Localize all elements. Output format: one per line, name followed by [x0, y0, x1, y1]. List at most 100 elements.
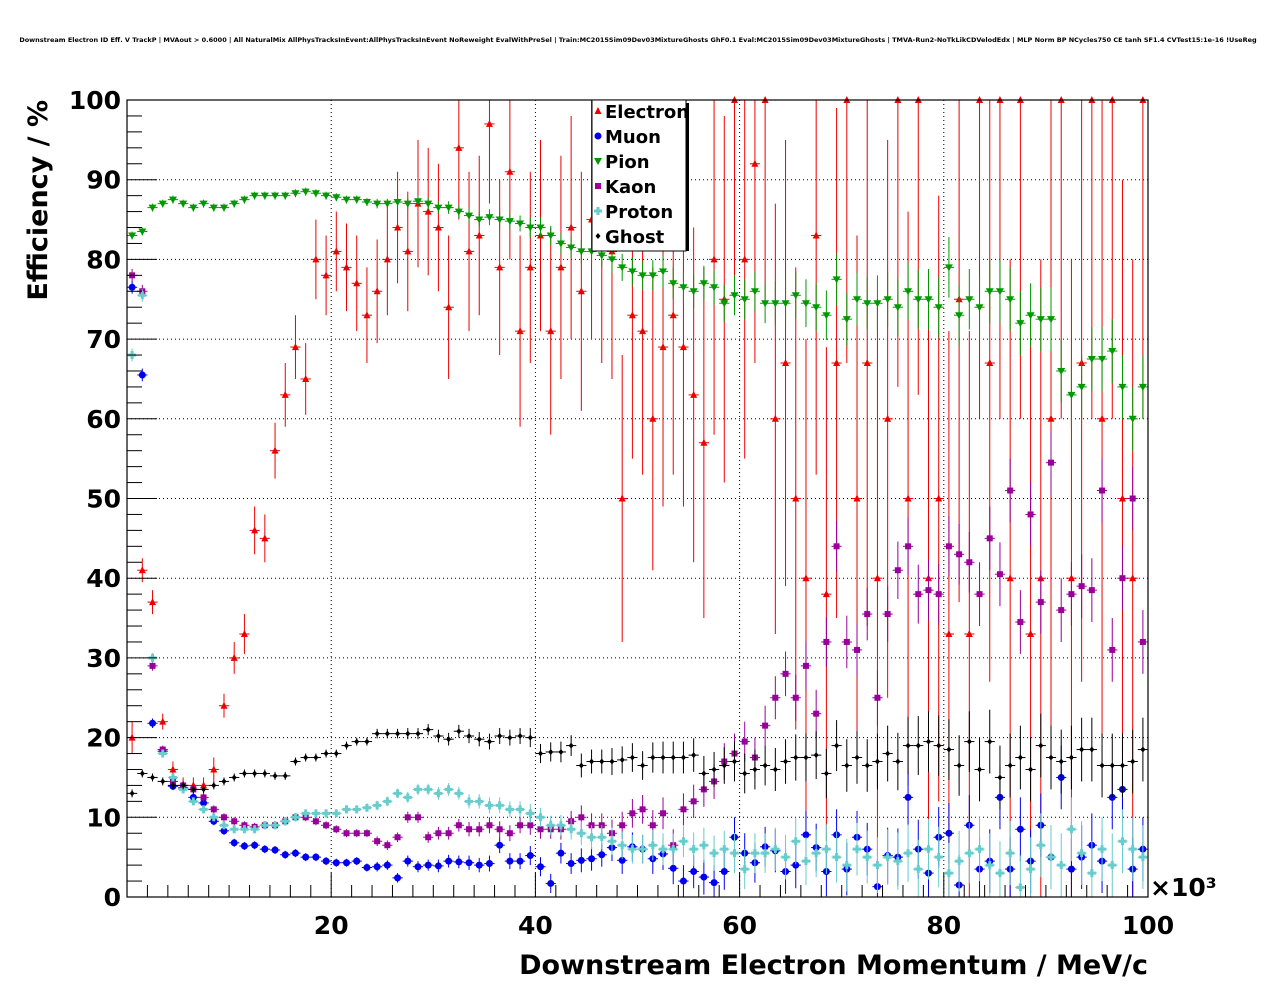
- ghost-point: [895, 758, 901, 765]
- electron-point: [149, 598, 157, 606]
- muon-point: [475, 861, 483, 869]
- ghost-point: [1028, 766, 1034, 773]
- kaon-point: [517, 822, 524, 829]
- ghost-point: [803, 754, 809, 761]
- pion-point: [975, 304, 984, 312]
- pion-point: [679, 284, 688, 292]
- series-pion: [127, 187, 1148, 451]
- electron-point: [322, 271, 330, 279]
- ghost-point: [1007, 762, 1013, 769]
- electron-point: [261, 534, 269, 542]
- muon-point: [547, 879, 555, 887]
- proton-point: [454, 789, 463, 798]
- ghost-point: [354, 738, 360, 745]
- pion-point: [965, 296, 974, 304]
- electron-point: [281, 390, 289, 398]
- proton-point: [965, 849, 974, 858]
- muon-point: [526, 852, 534, 860]
- legend-label-pion: Pion: [605, 152, 650, 173]
- muon-point: [404, 857, 412, 865]
- y-tick-label: 50: [86, 485, 121, 514]
- ghost-point: [1038, 742, 1044, 749]
- proton-point: [260, 821, 269, 830]
- electron-point: [884, 414, 892, 422]
- proton-point: [914, 865, 923, 874]
- series-proton: [127, 288, 1148, 897]
- pion-point: [853, 296, 862, 304]
- series-muon: [127, 280, 1148, 897]
- ghost-point: [823, 770, 829, 777]
- proton-point: [567, 825, 576, 834]
- proton-point: [301, 809, 310, 818]
- ghost-point: [425, 726, 431, 733]
- kaon-point: [231, 818, 238, 825]
- muon-point: [945, 829, 953, 837]
- muon-point: [710, 879, 718, 887]
- ghost-point: [384, 730, 390, 737]
- ghost-point: [1089, 746, 1095, 753]
- kaon-point: [578, 814, 585, 821]
- electron-point: [291, 343, 299, 351]
- pion-point: [1077, 383, 1086, 391]
- muon-point: [496, 841, 504, 849]
- ghost-point: [435, 733, 441, 740]
- proton-point: [1067, 825, 1076, 834]
- proton-point: [158, 749, 167, 758]
- kaon-point: [445, 830, 452, 837]
- pion-point: [179, 200, 188, 208]
- ghost-point: [640, 762, 646, 769]
- muon-point: [485, 860, 493, 868]
- electron-point: [669, 311, 677, 319]
- proton-point: [740, 865, 749, 874]
- y-tick-label: 20: [86, 724, 121, 753]
- kaon-point: [486, 822, 493, 829]
- electron-point: [475, 231, 483, 239]
- kaon-point: [149, 662, 156, 669]
- pion-point: [505, 218, 514, 226]
- ghost-point: [742, 770, 748, 777]
- kaon-point: [220, 814, 227, 821]
- pion-point: [485, 214, 494, 222]
- pion-point: [424, 200, 433, 208]
- muon-point: [567, 860, 575, 868]
- electron-point: [710, 255, 718, 263]
- ghost-point: [1130, 758, 1136, 765]
- legend-shadow: [686, 103, 689, 251]
- ghost-point: [180, 782, 186, 789]
- y-tick-label: 0: [104, 883, 121, 912]
- ghost-point: [609, 758, 615, 765]
- muon-point: [271, 846, 279, 854]
- proton-point: [403, 793, 412, 802]
- proton-point: [1098, 845, 1107, 854]
- axes: 20 40 60 80 100 0 10 20 30 40 50 60 70 80 90 100: [69, 86, 1174, 940]
- proton-point: [628, 845, 637, 854]
- y-axis-label: Efficiency / %: [23, 100, 54, 301]
- proton-point: [730, 849, 739, 858]
- proton-point: [1138, 853, 1147, 862]
- ghost-point: [344, 742, 350, 749]
- ghost-point: [395, 730, 401, 737]
- proton-point: [383, 797, 392, 806]
- ghost-point: [313, 754, 319, 761]
- electron-point: [628, 311, 636, 319]
- muon-point: [588, 855, 596, 863]
- ghost-point: [752, 766, 758, 773]
- pion-point: [883, 296, 892, 304]
- pion-point: [434, 204, 443, 212]
- muon-point: [200, 799, 208, 807]
- electron-point: [445, 303, 453, 311]
- pion-point: [1026, 312, 1035, 320]
- electron-point: [557, 263, 565, 271]
- proton-point: [863, 853, 872, 862]
- kaon-point: [496, 826, 503, 833]
- legend-box: [591, 99, 687, 252]
- muon-point: [240, 842, 248, 850]
- electron-point: [618, 494, 626, 502]
- proton-point: [168, 773, 177, 782]
- y-tick-label: 60: [86, 405, 121, 434]
- pion-point: [648, 272, 657, 280]
- electron-point: [332, 247, 340, 255]
- electron-point: [751, 159, 759, 167]
- electron-point: [802, 574, 810, 582]
